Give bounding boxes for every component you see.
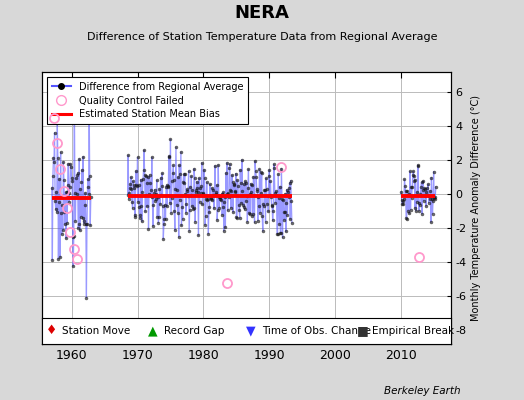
Text: Empirical Break: Empirical Break xyxy=(372,326,454,336)
Text: Time of Obs. Change: Time of Obs. Change xyxy=(262,326,371,336)
Text: Station Move: Station Move xyxy=(61,326,130,336)
Text: NERA: NERA xyxy=(235,4,289,22)
Text: ♦: ♦ xyxy=(46,324,57,338)
Text: ■: ■ xyxy=(357,324,368,338)
Text: Record Gap: Record Gap xyxy=(163,326,224,336)
Text: ▼: ▼ xyxy=(246,324,256,338)
Legend: Difference from Regional Average, Quality Control Failed, Estimated Station Mean: Difference from Regional Average, Qualit… xyxy=(47,77,248,124)
Text: Difference of Station Temperature Data from Regional Average: Difference of Station Temperature Data f… xyxy=(87,32,437,42)
Text: Berkeley Earth: Berkeley Earth xyxy=(385,386,461,396)
Text: ▲: ▲ xyxy=(148,324,158,338)
Y-axis label: Monthly Temperature Anomaly Difference (°C): Monthly Temperature Anomaly Difference (… xyxy=(471,95,481,321)
